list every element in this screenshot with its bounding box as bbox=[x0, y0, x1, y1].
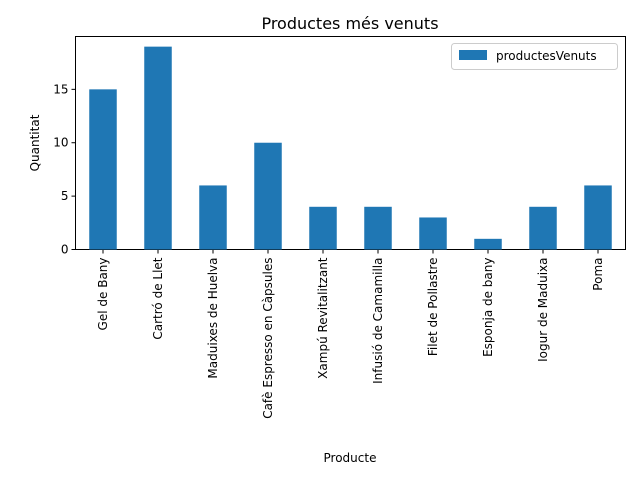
y-axis-label: Quantitat bbox=[28, 114, 42, 171]
legend-swatch bbox=[459, 50, 487, 60]
x-axis-label: Producte bbox=[324, 451, 377, 465]
x-tick-label: Poma bbox=[591, 258, 605, 291]
y-tick-label: 10 bbox=[53, 136, 68, 150]
legend: productesVenuts bbox=[451, 43, 618, 70]
y-tick-label: 15 bbox=[53, 82, 68, 96]
bar bbox=[584, 185, 612, 250]
legend-frame bbox=[451, 43, 618, 70]
x-tick-label: Filet de Pollastre bbox=[426, 258, 440, 357]
x-tick-label: Cartró de Llet bbox=[151, 257, 165, 339]
bar bbox=[419, 217, 447, 250]
x-tick-label: Xampú Revitalitzant bbox=[316, 257, 330, 379]
bar bbox=[199, 185, 227, 250]
x-tick-label: Esponja de bany bbox=[481, 258, 495, 357]
x-tick-label: Iogur de Maduixa bbox=[536, 258, 550, 362]
x-axis: Gel de Bany Cartró de Llet Maduixes de Hue… bbox=[96, 249, 605, 419]
y-tick-label: 5 bbox=[61, 189, 69, 203]
plot-area: 0 5 10 15 Gel de Bany Cartró de Llet Maduixes… bbox=[53, 36, 626, 419]
bar bbox=[89, 89, 117, 250]
bar bbox=[254, 142, 282, 250]
x-tick-label: Cafè Espresso en Càpsules bbox=[261, 258, 275, 419]
bar bbox=[309, 206, 337, 250]
x-tick-label: Infusió de Camamilla bbox=[371, 258, 385, 384]
bar bbox=[529, 206, 557, 250]
chart-title: Productes més venuts bbox=[261, 14, 438, 33]
y-axis: 0 5 10 15 bbox=[53, 82, 76, 257]
bar bbox=[364, 206, 392, 250]
y-tick-label: 0 bbox=[61, 243, 69, 257]
x-tick-label: Gel de Bany bbox=[96, 258, 110, 331]
x-tick-label: Maduixes de Huelva bbox=[206, 258, 220, 379]
bar bbox=[144, 46, 172, 250]
legend-label: productesVenuts bbox=[496, 49, 597, 63]
bar bbox=[474, 238, 502, 250]
bars-group bbox=[89, 46, 612, 250]
